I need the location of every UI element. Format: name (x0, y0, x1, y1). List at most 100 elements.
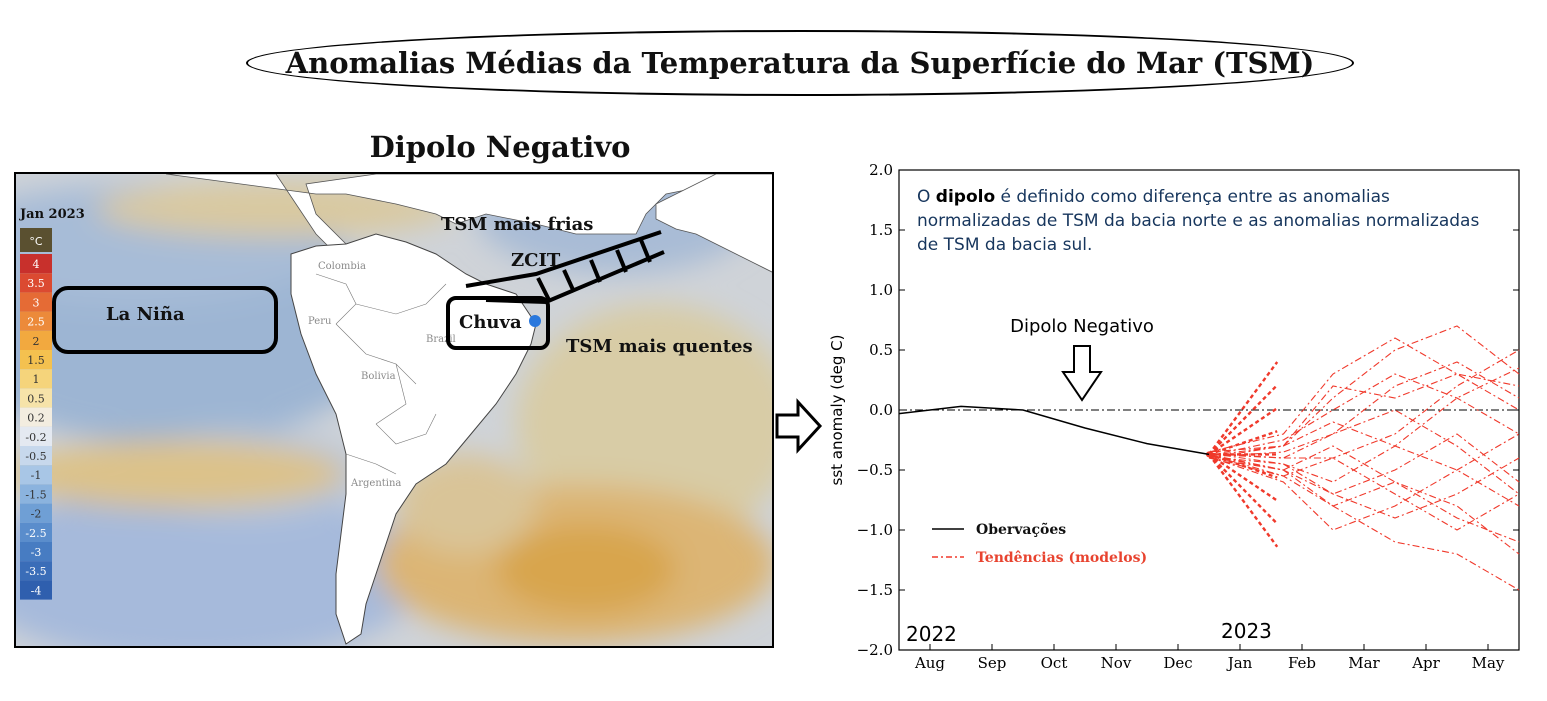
country-label: Peru (308, 316, 332, 327)
zcit-label: ZCIT (511, 250, 561, 271)
colorbar-cells: 4 3.5 3 2.5 2 1.5 1 0.5 0.2 -0.2 -0.5 -1 -1.5 -2 -2.5 -… (20, 254, 52, 600)
sst-anomaly-map: Colombia Peru Bolivia Brazil Argentina L… (14, 172, 774, 648)
colorbar-cell (20, 503, 52, 523)
colorbar-tick-label: 2.5 (27, 316, 45, 329)
model-trend-line (1208, 457, 1520, 555)
x-tick-label: May (1472, 654, 1505, 672)
main-title-box: Anomalias Médias da Temperatura da Super… (246, 30, 1354, 96)
map-title: Dipolo Negativo (369, 130, 631, 164)
model-trend-line (1208, 325, 1520, 453)
x-tick-label: Feb (1288, 654, 1316, 672)
legend-models-label: Tendências (modelos) (976, 550, 1147, 566)
colorbar-unit-cell (20, 228, 52, 252)
x-tick-label: Aug (914, 654, 945, 672)
model-trend-line (1208, 373, 1520, 459)
dipole-definition-line1: O dipolo é definido como diferença entre… (917, 187, 1390, 207)
x-tick-label: Sep (978, 654, 1007, 672)
model-trend-line (1208, 349, 1520, 459)
colorbar-tick-label: 3 (33, 296, 40, 309)
colorbar-tick-label: 0.5 (27, 392, 45, 405)
colorbar-tick-label: -0.5 (25, 450, 46, 463)
colorbar-cell (20, 580, 52, 600)
model-trend-line (1208, 457, 1520, 531)
country-label: Argentina (350, 478, 401, 489)
y-tick-label: −2.0 (857, 641, 893, 659)
model-trend-line (1208, 453, 1520, 591)
model-trend-line (1208, 367, 1520, 483)
colorbar-cell (20, 273, 52, 293)
colorbar-unit-label: °C (29, 235, 43, 248)
dipole-definition-bold: dipolo (936, 187, 995, 207)
tsm-quentes-label: TSM mais quentes (566, 336, 753, 357)
right-arrow-icon (775, 398, 823, 454)
main-title: Anomalias Médias da Temperatura da Super… (285, 46, 1315, 80)
x-tick-label: Mar (1348, 654, 1380, 672)
colorbar-cell (20, 292, 52, 312)
model-trend-line (1208, 409, 1520, 495)
africa-landmass (655, 174, 772, 273)
y-tick-label: −1.0 (857, 521, 893, 539)
model-fan-line (1208, 384, 1279, 456)
model-fan-line (1208, 453, 1279, 548)
model-trend-lines (1208, 325, 1520, 591)
x-tick-label: Nov (1101, 654, 1132, 672)
model-fan-line (1208, 361, 1279, 456)
colorbar-cell (20, 254, 52, 274)
map-date-label: Jan 2023 (19, 207, 85, 222)
country-borders (315, 273, 447, 475)
colorbar-tick-label: 2 (33, 335, 40, 348)
colorbar-cell (20, 407, 52, 427)
colorbar-tick-label: -0.2 (25, 431, 46, 444)
country-label: Brazil (426, 334, 456, 345)
dipole-definition-pre: O (917, 187, 936, 207)
y-tick-label: 0.5 (869, 341, 893, 359)
y-axis-label: sst anomaly (deg C) (828, 335, 846, 486)
observations-line (898, 405, 1210, 456)
chart-svg: 2.0 1.5 1.0 0.5 0.0 −0.5 −1.0 −1.5 −2.0 Aug Sep Oc… (828, 161, 1520, 672)
colorbar-cell (20, 465, 52, 485)
colorbar-tick-label: -1 (31, 469, 42, 482)
x-tick-label: Dec (1163, 654, 1192, 672)
model-fan-line (1208, 453, 1278, 479)
colorbar-cell (20, 542, 52, 562)
colorbar-cell (20, 561, 52, 581)
model-fan-line (1208, 430, 1278, 456)
colorbar-tick-label: 3.5 (27, 277, 45, 290)
dipole-definition-line2: normalizadas de TSM da bacia norte e as … (917, 211, 1479, 231)
x-axis-ticks: Aug Sep Oct Nov Dec Jan Feb Mar Apr May (914, 644, 1505, 672)
y-tick-label: 0.0 (869, 401, 893, 419)
colorbar-tick-label: -1.5 (25, 488, 46, 501)
y-tick-label: 1.5 (869, 221, 893, 239)
y-tick-label: −1.5 (857, 581, 893, 599)
x-tick-label: Oct (1041, 654, 1068, 672)
x-tick-label: Apr (1411, 654, 1440, 672)
y-tick-label: 2.0 (869, 161, 893, 179)
chuva-label: Chuva (459, 312, 522, 333)
chuva-region-box (446, 296, 550, 350)
y-axis-ticks: 2.0 1.5 1.0 0.5 0.0 −0.5 −1.0 −1.5 −2.0 (857, 161, 1519, 659)
colorbar-tick-label: -2 (31, 508, 42, 521)
year-label-2023: 2023 (1221, 619, 1272, 643)
colorbar-cell (20, 311, 52, 331)
model-trend-line (1208, 433, 1520, 531)
colorbar-cell (20, 426, 52, 446)
dipole-definition-line3: de TSM da bacia sul. (917, 235, 1092, 255)
la-nina-region-box (52, 286, 278, 354)
colorbar-cell (20, 388, 52, 408)
map-svg: Colombia Peru Bolivia Brazil Argentina L… (16, 174, 772, 646)
colorbar-tick-label: 1 (33, 373, 40, 386)
country-labels: Colombia Peru Bolivia Brazil Argentina (308, 261, 456, 489)
colorbar-tick-label: 0.2 (27, 412, 45, 425)
model-fan-line (1208, 453, 1279, 525)
country-label: Colombia (318, 261, 366, 272)
south-america-landmass (290, 233, 537, 645)
y-tick-label: 1.0 (869, 281, 893, 299)
down-arrow-icon (1061, 345, 1103, 402)
colorbar-cell (20, 522, 52, 542)
legend-observations-label: Obervações (976, 521, 1066, 538)
country-label: Bolivia (361, 371, 396, 382)
colorbar: Jan 2023 °C 4 3.5 3 2.5 2 1.5 1 0.5 0.2 -0.2 -0.5 -… (19, 207, 85, 600)
sst-dipole-chart: 2.0 1.5 1.0 0.5 0.0 −0.5 −1.0 −1.5 −2.0 Aug Sep Oc… (826, 160, 1546, 697)
x-tick-label: Jan (1226, 654, 1253, 672)
colorbar-tick-label: -3.5 (25, 565, 46, 578)
